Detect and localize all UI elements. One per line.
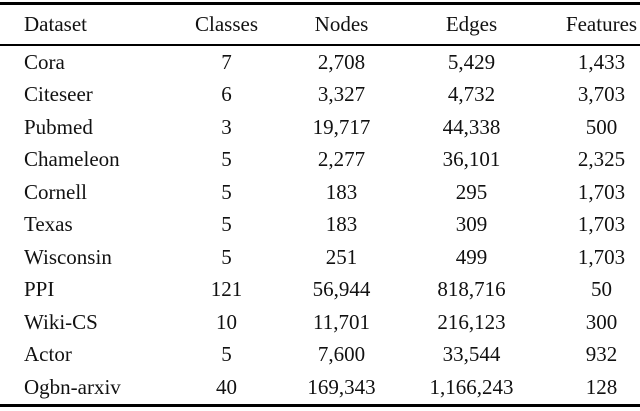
table-row: Cora 7 2,708 5,429 1,433 <box>0 45 640 79</box>
edges-value-cell: 1,166,243 <box>429 374 514 399</box>
table-body: Cora 7 2,708 5,429 1,433 Citeseer 6 3,32… <box>0 45 640 405</box>
nodes-value-cell: 11,701 <box>313 309 370 334</box>
classes-value-cell: 7 <box>221 49 232 74</box>
table-row: Texas 5 183 309 1,703 <box>0 209 640 242</box>
classes-value-cell: 3 <box>221 114 232 139</box>
classes-value-cell: 5 <box>221 212 232 237</box>
classes-value-cell: 5 <box>221 342 232 367</box>
nodes-value-cell: 2,708 <box>317 49 366 74</box>
features-value-cell: 500 <box>585 114 618 139</box>
column-header-features: Features <box>565 12 638 36</box>
column-header-edges: Edges <box>445 12 498 36</box>
dataset-name-cell: Wisconsin <box>24 244 112 269</box>
table-row: Actor 5 7,600 33,544 932 <box>0 339 640 372</box>
table-row: Chameleon 5 2,277 36,101 2,325 <box>0 144 640 177</box>
features-value-cell: 932 <box>585 342 618 367</box>
nodes-value-cell: 19,717 <box>312 114 371 139</box>
features-value-cell: 3,703 <box>577 82 626 107</box>
nodes-value-cell: 183 <box>325 212 358 237</box>
table-row: Citeseer 6 3,327 4,732 3,703 <box>0 79 640 112</box>
dataset-name-cell: Citeseer <box>24 82 93 107</box>
classes-value-cell: 40 <box>216 374 237 399</box>
table-row: Cornell 5 183 295 1,703 <box>0 176 640 209</box>
column-header-nodes: Nodes <box>314 12 369 36</box>
features-value-cell: 1,703 <box>577 244 626 269</box>
table-row: Pubmed 3 19,717 44,338 500 <box>0 111 640 144</box>
table-row: Ogbn-arxiv 40 169,343 1,166,243 128 <box>0 371 640 405</box>
nodes-value-cell: 251 <box>325 244 358 269</box>
edges-value-cell: 33,544 <box>442 342 501 367</box>
column-header-dataset: Dataset <box>24 12 87 36</box>
dataset-name-cell: Pubmed <box>24 114 93 139</box>
dataset-name-cell: Ogbn-arxiv <box>24 374 121 399</box>
classes-value-cell: 5 <box>221 179 232 204</box>
features-value-cell: 2,325 <box>577 147 626 172</box>
edges-value-cell: 4,732 <box>447 82 496 107</box>
dataset-name-cell: PPI <box>24 277 55 302</box>
dataset-name-cell: Cora <box>24 49 65 74</box>
nodes-value-cell: 183 <box>325 179 358 204</box>
table-row: Wisconsin 5 251 499 1,703 <box>0 241 640 274</box>
features-value-cell: 300 <box>585 309 618 334</box>
classes-value-cell: 6 <box>221 82 232 107</box>
table-row: Wiki-CS 10 11,701 216,123 300 <box>0 306 640 339</box>
nodes-value-cell: 7,600 <box>317 342 366 367</box>
classes-value-cell: 5 <box>221 244 232 269</box>
dataset-name-cell: Cornell <box>24 179 87 204</box>
edges-value-cell: 5,429 <box>447 49 496 74</box>
features-value-cell: 1,703 <box>577 212 626 237</box>
features-value-cell: 50 <box>591 277 612 302</box>
column-header-classes: Classes <box>195 12 258 36</box>
nodes-value-cell: 2,277 <box>317 147 366 172</box>
edges-value-cell: 818,716 <box>437 277 506 302</box>
nodes-value-cell: 56,944 <box>312 277 371 302</box>
edges-value-cell: 44,338 <box>442 114 501 139</box>
dataset-name-cell: Wiki-CS <box>24 309 98 334</box>
table-row: PPI 121 56,944 818,716 50 <box>0 274 640 307</box>
nodes-value-cell: 3,327 <box>317 82 366 107</box>
edges-value-cell: 309 <box>455 212 488 237</box>
dataset-name-cell: Chameleon <box>24 147 120 172</box>
dataset-name-cell: Actor <box>24 342 72 367</box>
dataset-name-cell: Texas <box>24 212 73 237</box>
edges-value-cell: 36,101 <box>442 147 501 172</box>
classes-value-cell: 121 <box>210 277 243 302</box>
table-header: Dataset Classes Nodes Edges Features <box>0 3 640 45</box>
edges-value-cell: 295 <box>455 179 488 204</box>
features-value-cell: 128 <box>585 374 618 399</box>
nodes-value-cell: 169,343 <box>307 374 376 399</box>
features-value-cell: 1,703 <box>577 179 626 204</box>
classes-value-cell: 5 <box>221 147 232 172</box>
table-header-row: Dataset Classes Nodes Edges Features <box>0 3 640 45</box>
classes-value-cell: 10 <box>216 309 237 334</box>
edges-value-cell: 499 <box>455 244 488 269</box>
edges-value-cell: 216,123 <box>437 309 506 334</box>
features-value-cell: 1,433 <box>577 49 626 74</box>
